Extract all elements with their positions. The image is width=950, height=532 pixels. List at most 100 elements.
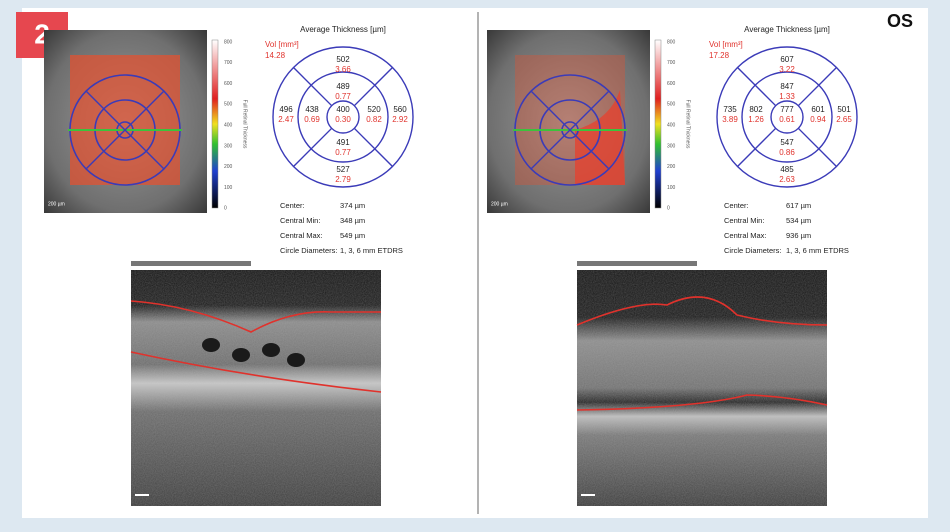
scale-label: 200 µm: [48, 201, 65, 207]
eye-panel: OS 200 µm 800 700 600 500 400 300 200 100 0 Full Re…: [487, 11, 913, 506]
colorbar: [211, 39, 219, 209]
stat-label: Circle Diameters:: [724, 246, 782, 255]
sector-thickness: 489: [336, 82, 350, 91]
etdrs-divider: [353, 67, 393, 107]
sector-volume: 0.30: [335, 115, 351, 124]
sector-thickness: 491: [336, 138, 350, 147]
scan-scalebar: [135, 494, 149, 496]
sector-thickness: 400: [336, 105, 350, 114]
colorbar-tick-label: 100: [224, 185, 233, 191]
sector-thickness: 847: [780, 82, 794, 91]
bm-line: [576, 394, 828, 411]
colorbar-tick-label: 700: [667, 60, 676, 66]
colorbar-tick-label: 200: [667, 164, 676, 170]
sector-volume: 0.94: [810, 115, 826, 124]
panels: 200 µm 800 700 600 500 400 300 200 100 0 Full Reti…: [44, 11, 913, 506]
etdrs-circle: [716, 46, 858, 188]
stat-label: Center:: [280, 201, 305, 210]
etdrs-divider: [737, 67, 777, 107]
fundus-grid-line: [85, 90, 165, 170]
ilm-line: [130, 300, 381, 333]
stat-label: Central Min:: [724, 216, 764, 225]
sector-thickness: 502: [336, 55, 350, 64]
etdrs-divider: [293, 127, 333, 167]
colorbar-tick-label: 0: [667, 206, 670, 212]
sector-thickness: 560: [393, 105, 407, 114]
scale-label: 200 µm: [491, 201, 508, 207]
sector-thickness: 777: [780, 105, 794, 114]
colorbar-tick-label: 600: [667, 81, 676, 87]
etdrs-circle: [272, 46, 414, 188]
sector-thickness: 501: [837, 105, 851, 114]
volume-total: 14.28: [265, 51, 286, 60]
colorbar-tick-label: 800: [667, 39, 676, 45]
thickness-overlay: [70, 55, 180, 185]
colorbar-label: Full Retinal Thickness: [242, 100, 248, 149]
colorbar: [654, 39, 662, 209]
etdrs-circle: [297, 71, 389, 163]
sector-volume: 1.26: [748, 115, 764, 124]
etdrs-divider: [293, 67, 333, 107]
grid-title: Average Thickness [µm]: [744, 25, 830, 34]
sector-volume: 3.89: [722, 115, 738, 124]
colorbar-tick-label: 400: [224, 123, 233, 129]
thickness-overlay-hot: [575, 90, 625, 185]
etdrs-divider: [353, 127, 393, 167]
sector-volume: 0.69: [304, 115, 320, 124]
sector-volume: 0.77: [335, 148, 351, 157]
colorbar-tick-label: 0: [224, 206, 227, 212]
etdrs-divider: [797, 67, 837, 107]
colorbar-tick-label: 200: [224, 164, 233, 170]
colorbar-tick-label: 500: [224, 102, 233, 108]
stat-label: Central Max:: [280, 231, 323, 240]
sector-thickness: 607: [780, 55, 794, 64]
colorbar-tick-label: 600: [224, 81, 233, 87]
stat-value: 1, 3, 6 mm ETDRS: [340, 246, 403, 255]
stat-label: Center:: [724, 201, 749, 210]
sector-volume: 1.33: [779, 92, 795, 101]
sector-thickness: 485: [780, 165, 794, 174]
cyst: [287, 353, 305, 367]
stat-value: 936 µm: [786, 231, 811, 240]
stat-value: 534 µm: [786, 216, 811, 225]
oct-header: [131, 261, 251, 266]
cyst: [232, 348, 250, 362]
colorbar-tick-label: 500: [667, 102, 676, 108]
etdrs-circle: [326, 100, 360, 134]
sector-volume: 2.79: [335, 175, 351, 184]
sector-volume: 3.66: [335, 65, 351, 74]
sector-thickness: 438: [305, 105, 319, 114]
stat-value: 549 µm: [340, 231, 365, 240]
volume-total: 17.28: [709, 51, 730, 60]
colorbar-tick-label: 100: [667, 185, 676, 191]
stat-value: 617 µm: [786, 201, 811, 210]
colorbar-tick-label: 300: [667, 143, 676, 149]
stat-label: Central Max:: [724, 231, 767, 240]
oct-grain: [131, 270, 381, 506]
colorbar-tick-label: 400: [667, 123, 676, 129]
etdrs-circle: [741, 71, 833, 163]
etdrs-divider: [737, 127, 777, 167]
sector-thickness: 601: [811, 105, 825, 114]
oct-grain: [577, 270, 827, 506]
colorbar-tick-label: 800: [224, 39, 233, 45]
sector-thickness: 527: [336, 165, 350, 174]
sector-volume: 0.82: [366, 115, 382, 124]
volume-label: Vol [mm³]: [265, 40, 299, 49]
colorbar-tick-label: 700: [224, 60, 233, 66]
stat-label: Central Min:: [280, 216, 320, 225]
etdrs-divider: [797, 127, 837, 167]
sector-thickness: 520: [367, 105, 381, 114]
colorbar-tick-label: 300: [224, 143, 233, 149]
fundus-grid-line: [530, 90, 610, 170]
bm-line: [130, 351, 382, 393]
grid-title: Average Thickness [µm]: [300, 25, 386, 34]
colorbar-label: Full Retinal Thickness: [685, 100, 691, 149]
etdrs-circle: [770, 100, 804, 134]
cyst: [202, 338, 220, 352]
sector-thickness: 547: [780, 138, 794, 147]
sector-thickness: 802: [749, 105, 763, 114]
stat-label: Circle Diameters:: [280, 246, 338, 255]
sector-volume: 2.63: [779, 175, 795, 184]
